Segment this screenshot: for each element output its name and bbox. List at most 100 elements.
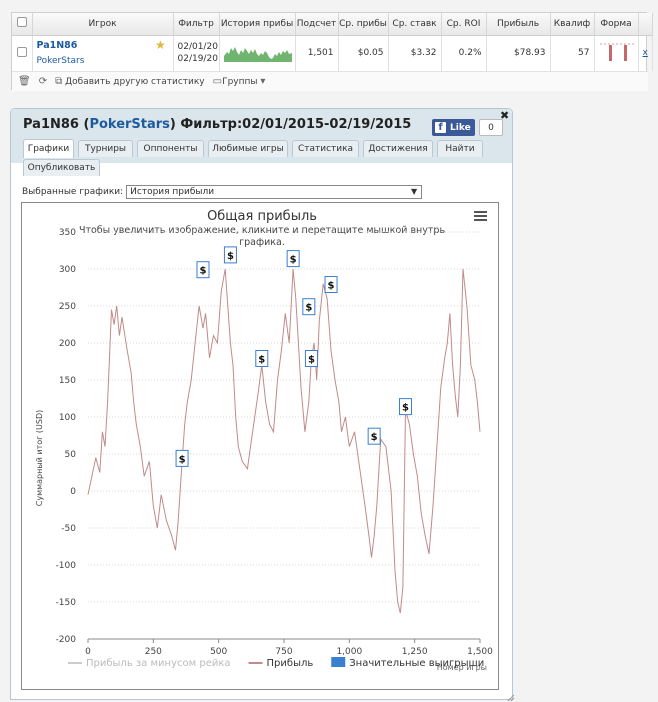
facebook-like-label: Like [450, 122, 471, 133]
marker-box [399, 398, 413, 416]
chart-select[interactable]: История прибыли ▼ [126, 185, 423, 199]
tab-statistics[interactable]: Статистика [292, 140, 359, 157]
chart-menu-icon[interactable] [474, 211, 487, 221]
marker-label: $ [179, 454, 186, 465]
marker-box [196, 261, 210, 279]
marker-label: $ [305, 303, 312, 314]
col-header-count[interactable]: Подсчет [295, 13, 339, 36]
select-all-checkbox-cell[interactable] [12, 13, 33, 36]
col-header-filter[interactable]: Фильтр [173, 13, 220, 36]
facebook-like-count: 0 [479, 119, 503, 136]
tab-opponents[interactable]: Оппоненты [137, 140, 204, 157]
profit-chart[interactable]: Общая прибыль Чтобы увеличить изображени… [22, 203, 498, 689]
tab-tournaments[interactable]: Турниры [78, 140, 133, 157]
add-stats-button[interactable]: ⧉ Добавить другую статистику [55, 76, 205, 87]
y-tick-label: 50 [65, 450, 77, 460]
filter-cell: 02/01/20 02/19/20 [173, 35, 220, 71]
tab-search[interactable]: Найти [437, 140, 483, 157]
y-tick-label: 200 [59, 339, 76, 349]
x-tick-label: 750 [275, 647, 292, 657]
chevron-down-icon: ▼ [411, 187, 418, 196]
close-icon[interactable]: ✖ [500, 109, 510, 122]
marker-box [175, 449, 189, 467]
legend-item[interactable]: Прибыль [248, 658, 314, 669]
y-tick-label: -200 [56, 635, 77, 645]
chart-series [87, 268, 481, 614]
x-tick-label: 1,000 [336, 647, 362, 657]
tab-charts[interactable]: Графики [23, 139, 74, 158]
big-win-marker[interactable]: $ [367, 427, 381, 445]
history-sparkline-cell [219, 35, 296, 71]
star-icon: ★ [155, 38, 166, 52]
facebook-like-button[interactable]: f Like [432, 119, 475, 136]
trash-icon[interactable]: 🗑 [18, 76, 31, 87]
big-win-marker[interactable]: $ [304, 350, 318, 367]
refresh-icon[interactable]: ⟳ [38, 76, 48, 87]
marker-label: $ [258, 355, 265, 366]
player-name-link[interactable]: Pa1N86 [36, 40, 78, 52]
y-tick-label: 350 [59, 228, 76, 238]
tab-publish[interactable]: Опубликовать [23, 159, 100, 176]
y-tick-label: -150 [56, 598, 77, 608]
big-win-marker[interactable]: $ [223, 246, 237, 264]
groups-label: Группы [222, 77, 258, 87]
col-header-avg-stake[interactable]: Ср. ставк [388, 13, 442, 36]
row-checkbox[interactable] [16, 46, 27, 57]
big-win-marker[interactable]: $ [286, 250, 300, 268]
y-tick-label: -100 [56, 561, 77, 571]
x-tick-label: 1,500 [467, 647, 493, 657]
player-site-link[interactable]: PokerStars [36, 56, 85, 67]
big-win-marker[interactable]: $ [175, 449, 189, 467]
resize-grip-icon[interactable] [507, 694, 515, 702]
marker-box [324, 276, 338, 293]
col-header-empty [638, 13, 653, 36]
x-axis-label: Номер игры [437, 663, 487, 672]
x-axis-ticks: 0 250 500 750 1,000 1,250 1,500 [85, 638, 493, 657]
stats-panel: Игрок Фильтр История прибы Подсчет Ср. п… [11, 12, 653, 91]
col-header-qualif[interactable]: Квалиф [550, 13, 595, 36]
marker-label: $ [308, 355, 315, 366]
tab-favorite-games[interactable]: Любимые игры [208, 140, 288, 157]
marker-label: $ [200, 266, 207, 277]
player-widget: Pa1N86 (PokerStars) Фильтр:02/01/2015-02… [10, 108, 515, 702]
marker-box [286, 250, 300, 268]
form-mini-chart [599, 43, 634, 61]
col-header-form[interactable]: Форма [594, 13, 639, 36]
big-win-marker[interactable]: $ [302, 298, 316, 316]
big-win-marker[interactable]: $ [196, 261, 210, 279]
profit-sparkline [223, 46, 292, 62]
x-tick-label: 0 [85, 647, 91, 657]
count-value: 1,501 [295, 35, 339, 71]
groups-dropdown[interactable]: ▭Группы ▾ [213, 76, 266, 87]
big-win-marker[interactable]: $ [255, 350, 269, 367]
y-axis-label: Суммарный итог (USD) [35, 410, 44, 507]
remove-row-button[interactable]: x [638, 35, 653, 71]
legend-label: Прибыль за минусом рейка [86, 658, 231, 669]
marker-label: $ [328, 281, 335, 292]
legend-item[interactable]: Прибыль за минусом рейка [68, 658, 231, 669]
big-win-marker[interactable]: $ [324, 276, 338, 293]
big-win-marker[interactable]: $ [399, 398, 413, 416]
y-tick-label: 250 [59, 302, 76, 312]
widget-site-link[interactable]: PokerStars [89, 117, 170, 132]
col-header-player[interactable]: Игрок [32, 13, 174, 36]
col-header-avg-roi[interactable]: Ср. ROI [441, 13, 487, 36]
filter-from: 02/01/20 [177, 42, 218, 53]
chart-container[interactable]: Общая прибыль Чтобы увеличить изображени… [21, 202, 499, 690]
col-header-avg-profit[interactable]: Ср. прибы [338, 13, 389, 36]
marker-label: $ [402, 403, 409, 414]
stats-header-row: Игрок Фильтр История прибы Подсчет Ср. п… [12, 13, 653, 36]
select-all-checkbox[interactable] [16, 17, 27, 28]
marker-label: $ [290, 255, 297, 266]
col-header-history[interactable]: История прибы [219, 13, 296, 36]
row-checkbox-cell[interactable] [12, 35, 33, 71]
chart-subtitle: Чтобы увеличить изображение, кликните и … [79, 225, 446, 248]
chart-subtitle-line: Чтобы увеличить изображение, кликните и … [79, 225, 446, 236]
tab-achievements[interactable]: Достижения [363, 140, 433, 157]
legend-item[interactable]: Значительные выигрыши [331, 657, 484, 669]
profit-value: $78.93 [486, 35, 551, 71]
y-tick-label: 0 [70, 487, 76, 497]
chart-select-value: История прибыли [130, 187, 215, 197]
col-header-profit[interactable]: Прибыль [486, 13, 551, 36]
series-line [87, 268, 481, 614]
